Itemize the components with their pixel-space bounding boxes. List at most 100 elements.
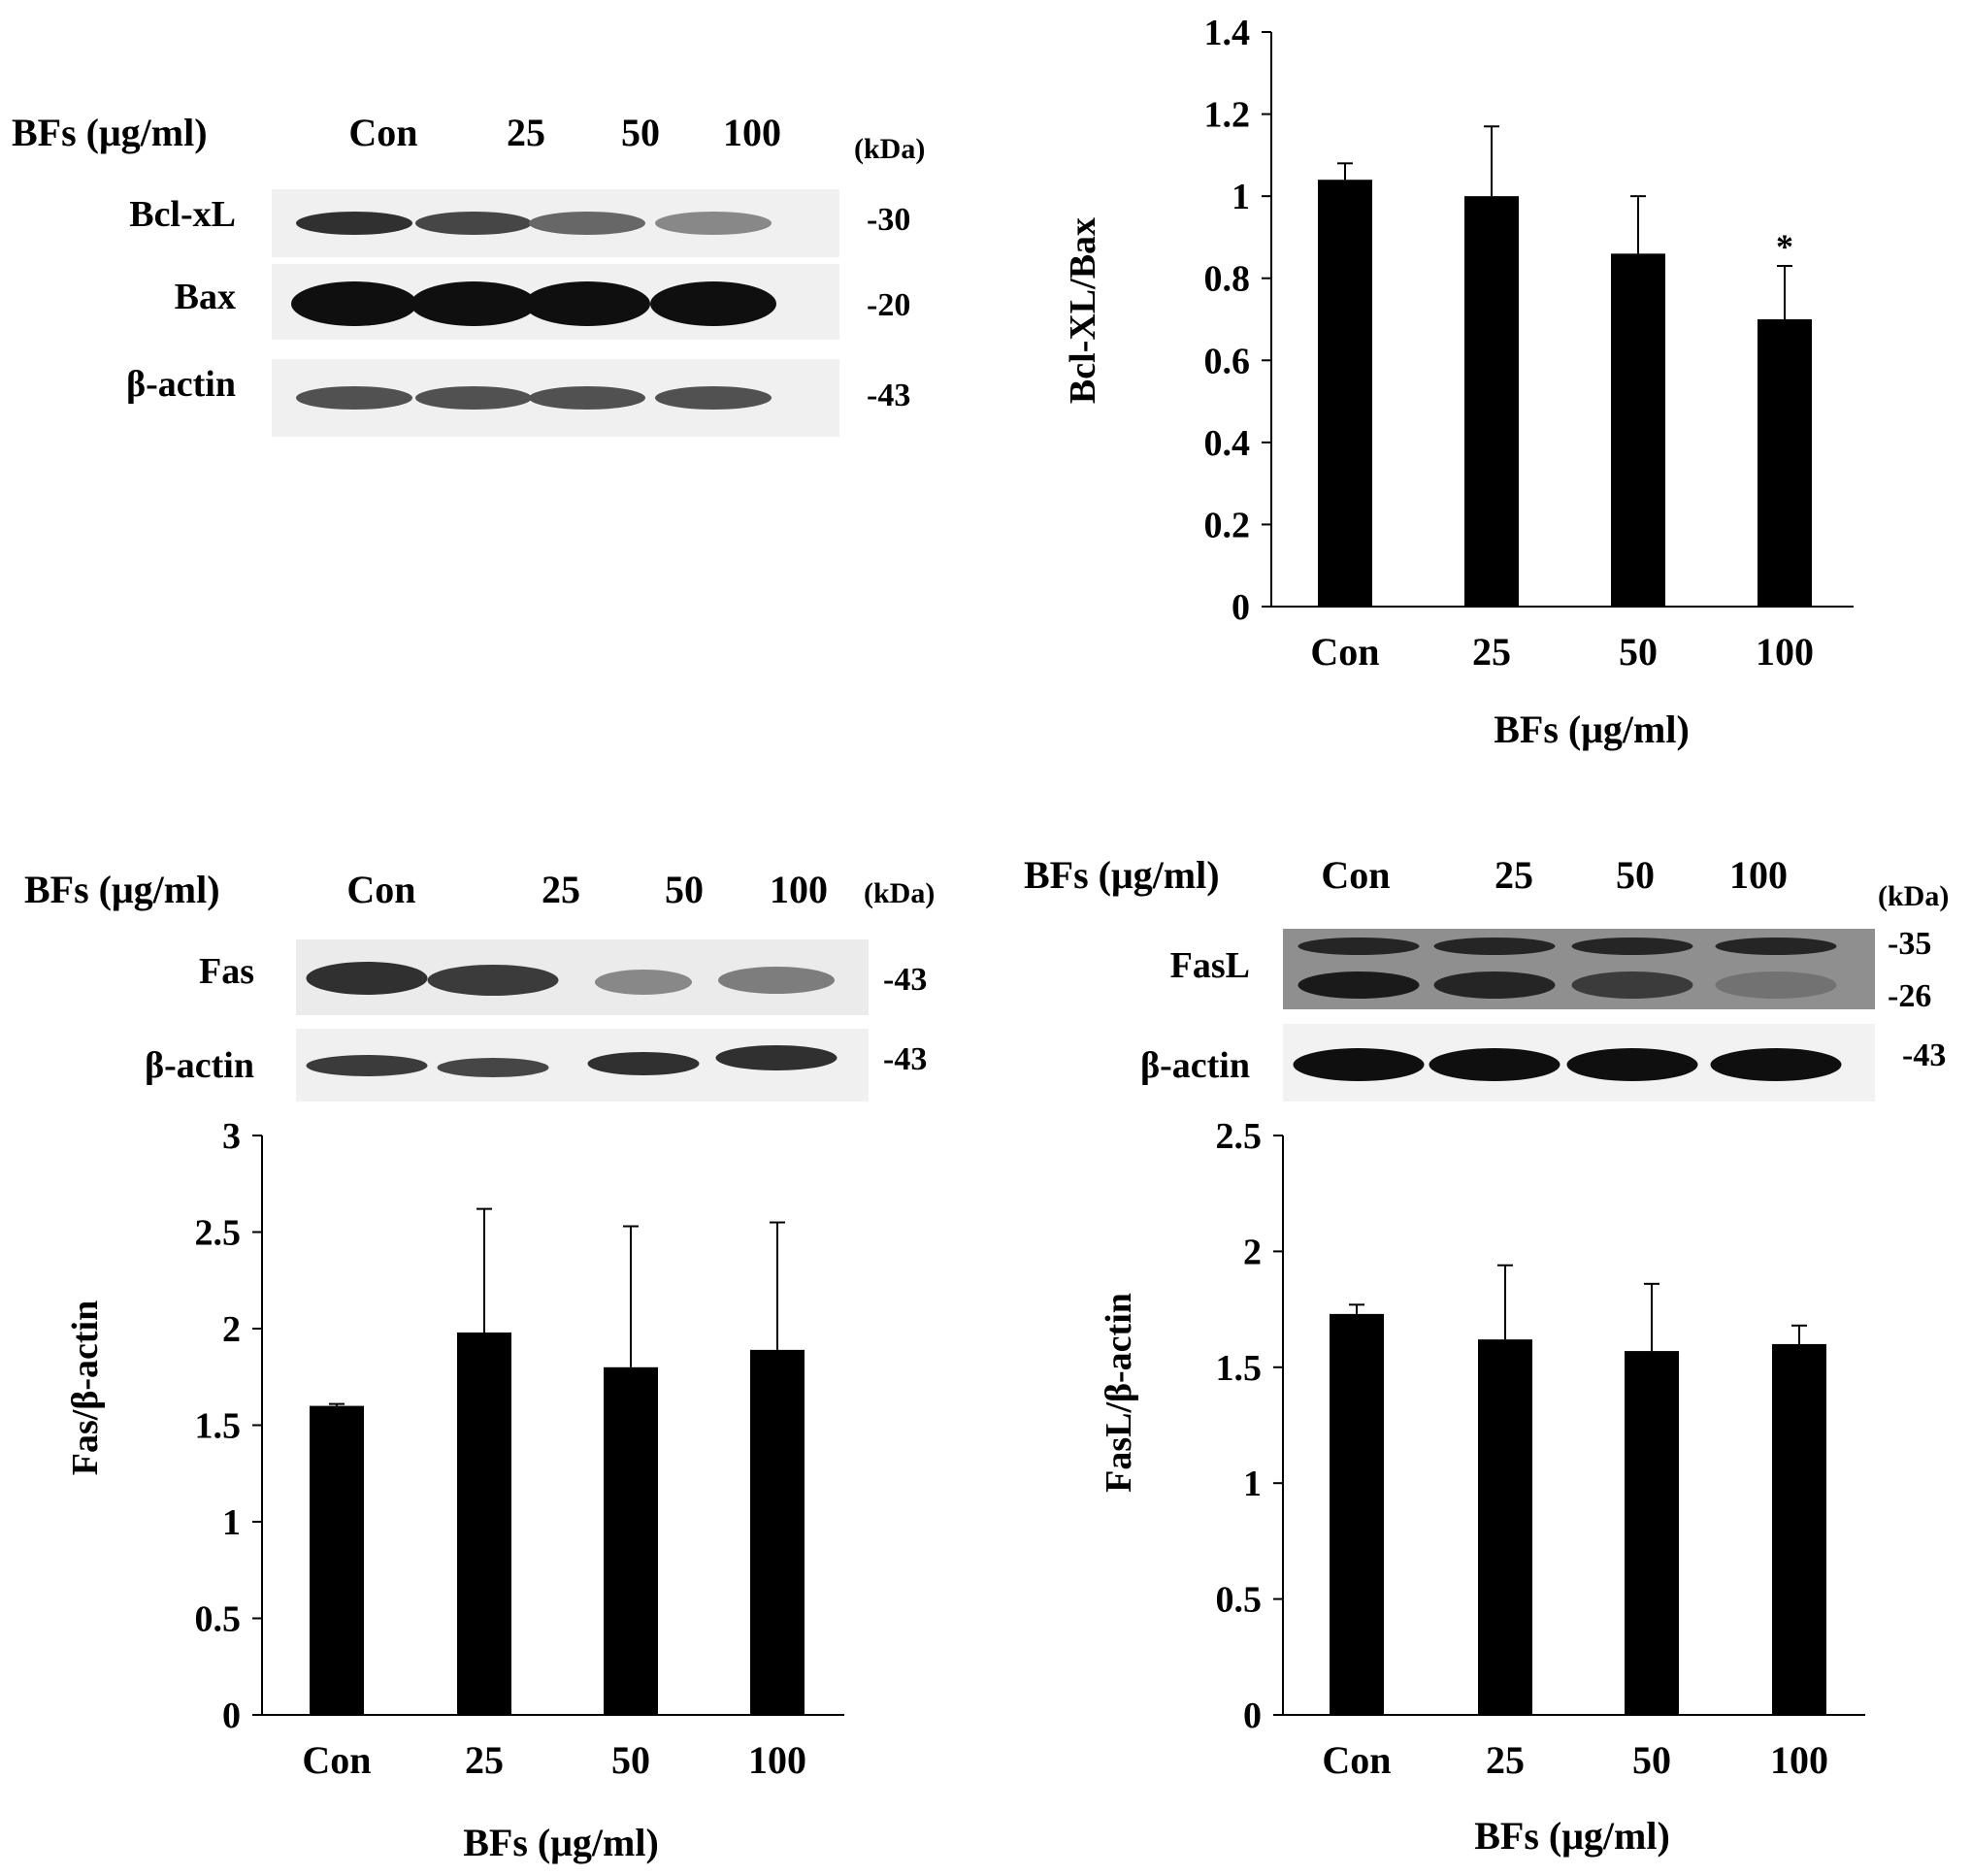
chart-fas-category-label: 50 [611,1738,650,1782]
chart-fasl-bar [1772,1343,1826,1715]
blot-fasl-kda: -35 [1888,926,1931,962]
blot-fas-lane-label: Con [346,868,415,911]
chart-bcl-bar [1757,319,1812,607]
blot-band [296,212,412,235]
chart-fas-category-label: 100 [748,1738,806,1782]
chart-fasl-y-tick-label: 1 [1243,1464,1262,1504]
chart-fas-xlabel: BFs (μg/ml) [463,1821,659,1864]
chart-fasl-category-label: Con [1322,1738,1391,1782]
blot-band [427,965,559,996]
chart-bcl-xlabel: BFs (μg/ml) [1494,708,1690,751]
chart-fas-bar [457,1332,511,1715]
blot-fas-kda: -43 [883,962,927,998]
chart-fasl-ylabel: FasL/β-actin [1099,1293,1139,1493]
chart-fas: 0 0.5 1 1.5 2 2.5 3 Con 25 50 100 BFs (μg/ml) Fas/… [65,1116,844,1864]
blot-fas-kda: -43 [883,1041,927,1077]
chart-fasl-y-tick-label: 2 [1243,1232,1262,1272]
blot-bcl-dose-label: BFs (μg/ml) [12,111,208,154]
chart-bcl-ylabel: Bcl-XL/Bax [1063,217,1103,404]
blot-band [415,386,532,410]
blot-fas-kda-unit: (kDa) [864,877,935,909]
blot-band [291,281,417,326]
chart-fas-category-label: Con [302,1738,371,1782]
chart-fas-bar [750,1349,805,1715]
chart-fas-y-tick-label: 2.5 [195,1213,242,1254]
chart-bcl-y-tick-label: 1.4 [1204,13,1251,53]
blot-band [411,281,537,326]
blot-band [1715,971,1837,999]
chart-fas-bar [604,1366,658,1715]
blot-fasl-kda: -26 [1888,978,1931,1014]
chart-bcl-y-tick-label: 0.8 [1204,259,1251,300]
blot-band [655,386,772,410]
blot-bcl-lane-label: 25 [507,111,545,154]
chart-fas-y-tick-label: 1.5 [195,1406,242,1447]
blot-bcl-row-label: β-actin [126,364,236,405]
blot-fasl-lane-label: 100 [1729,853,1788,897]
blot-band [1566,1048,1698,1081]
blot-bcl-kda: -43 [867,378,910,413]
blot-bcl-lane-label: 50 [621,111,660,154]
chart-fasl-y-tick-label: 0 [1243,1695,1262,1736]
blot-band [1715,938,1837,955]
blot-band [1571,938,1693,955]
blot-band [529,212,645,235]
chart-fasl-category-label: 100 [1770,1738,1828,1782]
blot-band [306,1055,428,1076]
chart-bcl-category-label: 100 [1756,630,1814,674]
blot-band [1298,971,1420,999]
chart-fas-bar [310,1405,364,1715]
blot-fas-dose-label: BFs (μg/ml) [24,868,220,911]
blot-bcl: BFs (μg/ml) Con 25 50 100 (kDa) Bcl-xL B… [12,111,925,437]
chart-fasl-y-tick-label: 0.5 [1216,1580,1263,1621]
blot-fas: BFs (μg/ml) Con 25 50 100 (kDa) Fas β-ac… [24,868,935,1102]
blot-fasl-dose-label: BFs (μg/ml) [1024,853,1220,897]
blot-fasl-row-label: FasL [1170,945,1250,986]
chart-bcl-y-tick-label: 1.2 [1204,95,1251,136]
blot-bcl-row-label: Bax [175,277,236,317]
chart-bcl-category-label: 50 [1619,630,1658,674]
blot-band [595,970,692,995]
chart-bcl: 0 0.2 0.4 0.6 0.8 1 1.2 1.4 Con 25 50 100 * BFs (μg/… [1063,13,1854,751]
chart-fas-y-tick-label: 2 [222,1309,241,1350]
chart-fasl-category-label: 25 [1486,1738,1525,1782]
chart-fasl-bar [1330,1313,1384,1715]
chart-bcl-significance-mark: * [1776,227,1793,266]
blot-fasl-lane-label: 25 [1495,853,1533,897]
blot-fasl-lane-label: Con [1321,853,1390,897]
chart-bcl-y-tick-label: 1 [1232,177,1250,217]
blot-bcl-row-label: Bcl-xL [129,194,236,235]
blot-band [718,967,835,994]
blot-fasl: BFs (μg/ml) Con 25 50 100 (kDa) FasL β-a… [1024,853,1949,1102]
blot-band [650,281,776,326]
blot-band [655,212,772,235]
chart-bcl-y-tick-label: 0.4 [1204,423,1251,464]
blot-band [1293,1048,1425,1081]
blot-fasl-lane-label: 50 [1616,853,1655,897]
chart-fas-y-tick-label: 0.5 [195,1599,242,1640]
blot-bcl-lane-label: 100 [723,111,781,154]
blot-band [415,212,532,235]
blot-fasl-kda-unit: (kDa) [1878,880,1949,912]
chart-fasl-y-tick-label: 2.5 [1216,1116,1263,1157]
blot-band [1433,938,1556,955]
chart-fasl-bar [1625,1351,1679,1715]
blot-fas-lane-label: 100 [770,868,828,911]
chart-bcl-bar [1464,196,1519,607]
chart-bcl-y-tick-label: 0.2 [1204,505,1251,545]
chart-bcl-bar [1611,253,1665,607]
blot-bcl-lane-label: Con [348,111,417,154]
blot-band [1298,938,1420,955]
blot-band [437,1058,549,1077]
chart-fas-category-label: 25 [465,1738,504,1782]
chart-fas-ylabel: Fas/β-actin [65,1300,106,1475]
blot-band [529,386,645,410]
blot-fas-lane-label: 50 [665,868,704,911]
chart-fas-y-tick-label: 1 [222,1502,241,1543]
chart-fasl: 0 0.5 1 1.5 2 2.5 Con 25 50 100 BFs (μg/ml) FasL/… [1099,1116,1865,1858]
blot-band [306,962,428,995]
chart-fasl-bar [1478,1339,1532,1715]
blot-fasl-row-label: β-actin [1140,1045,1250,1086]
blot-fas-row-label: β-actin [145,1045,254,1086]
